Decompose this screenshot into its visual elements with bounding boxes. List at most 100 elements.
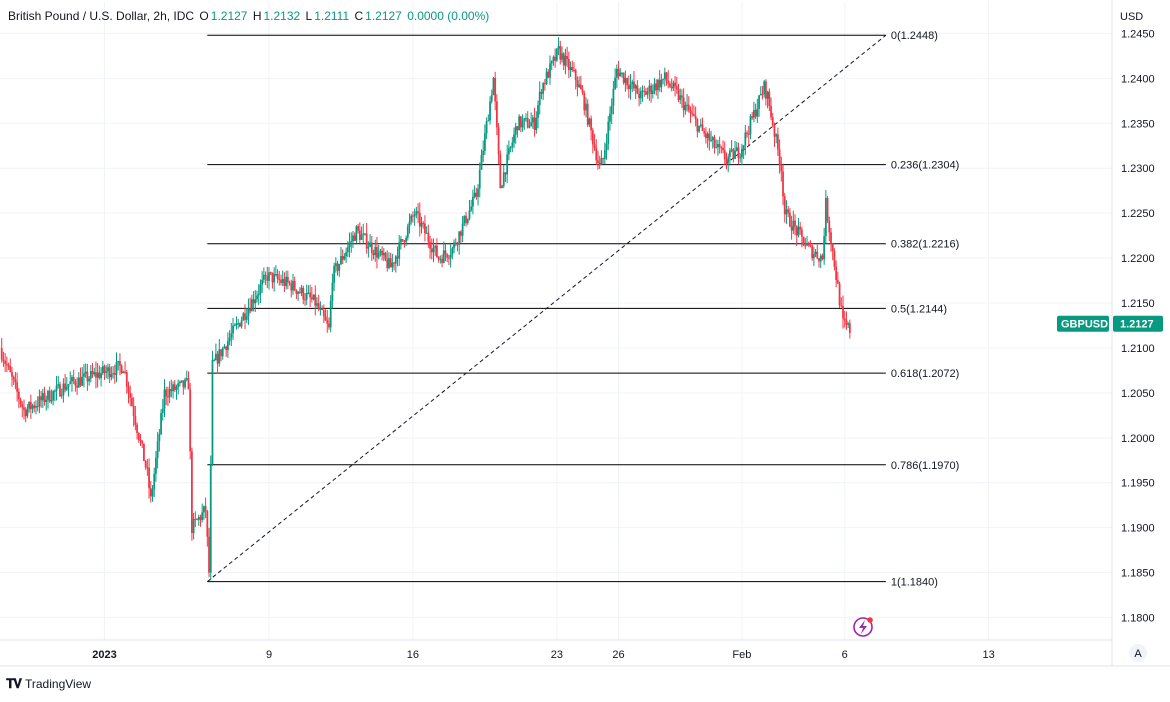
price-tick-label: 1.2150 xyxy=(1121,298,1155,310)
auto-scale-label: A xyxy=(1134,648,1142,660)
candle-body xyxy=(223,346,226,349)
candle-body xyxy=(651,90,654,95)
candle-body xyxy=(384,252,387,260)
candle-body xyxy=(274,274,277,276)
candle-body xyxy=(576,80,579,87)
candle-body xyxy=(744,132,747,146)
candle-body xyxy=(394,256,397,264)
candle-body xyxy=(158,434,161,442)
notification-dot-icon xyxy=(867,617,873,623)
price-tick-label: 1.2450 xyxy=(1121,28,1155,40)
candle-body xyxy=(424,223,426,234)
candle-body xyxy=(146,467,149,469)
candle-body xyxy=(333,266,336,283)
candle-body xyxy=(691,113,694,115)
candle-body xyxy=(473,192,476,197)
candle-body xyxy=(602,158,605,160)
candle-body xyxy=(775,134,778,137)
candle-body xyxy=(91,371,94,375)
candle-body xyxy=(430,248,433,253)
candle-body xyxy=(19,399,22,405)
lightning-icon[interactable] xyxy=(853,617,873,637)
candle-body xyxy=(610,105,613,114)
time-tick-label: Feb xyxy=(732,649,751,661)
candle-body xyxy=(312,294,315,300)
candle-body xyxy=(626,78,629,86)
candle-body xyxy=(499,154,502,189)
candle-body xyxy=(141,440,144,444)
candle-body xyxy=(658,79,661,88)
candle-body xyxy=(117,361,120,363)
candle-body xyxy=(537,105,539,118)
candle-body xyxy=(816,251,819,259)
candle-body xyxy=(471,196,474,207)
branding[interactable]: 𝐓𝐕 TradingView xyxy=(6,676,91,692)
candle-body xyxy=(83,373,85,377)
candle-body xyxy=(795,226,798,236)
candle-body xyxy=(86,371,89,382)
candle-body xyxy=(746,132,748,134)
candle-body xyxy=(163,389,166,409)
candle-body xyxy=(530,122,533,127)
candle-body xyxy=(776,134,779,150)
candle-body xyxy=(369,242,371,247)
candle-body xyxy=(388,258,390,269)
candle-body xyxy=(663,72,666,79)
candle-body xyxy=(519,116,522,128)
candle-body xyxy=(737,147,740,159)
candle-body xyxy=(787,209,790,213)
candle-body xyxy=(345,252,348,257)
candle-body xyxy=(686,104,688,106)
candle-body xyxy=(108,367,111,378)
candle-body xyxy=(72,377,75,382)
candle-body xyxy=(771,117,774,126)
candle-body xyxy=(847,323,850,325)
candle-body xyxy=(379,250,382,253)
candle-body xyxy=(302,287,305,300)
candle-body xyxy=(262,274,265,280)
candle-body xyxy=(470,206,473,211)
candle-body xyxy=(16,382,19,392)
candle-body xyxy=(593,144,596,148)
candle-body xyxy=(218,349,221,364)
candle-body xyxy=(509,146,512,149)
candle-body xyxy=(175,387,178,390)
candle-body xyxy=(189,389,192,452)
candle-body xyxy=(701,124,704,131)
candle-body xyxy=(26,408,29,417)
candle-body xyxy=(504,172,507,175)
candle-body xyxy=(555,48,558,61)
candle-body xyxy=(47,390,49,400)
candle-body xyxy=(4,361,7,364)
candle-body xyxy=(453,242,455,249)
fib-level-label: 0.786(1.1970) xyxy=(891,460,960,472)
candle-body xyxy=(107,367,109,372)
candle-body xyxy=(415,211,418,215)
candle-body xyxy=(843,318,846,321)
candle-body xyxy=(131,397,133,406)
candle-body xyxy=(579,84,582,90)
auto-scale-button[interactable] xyxy=(1129,644,1147,662)
candle-body xyxy=(675,86,678,90)
candle-body xyxy=(100,373,102,379)
candle-body xyxy=(766,91,769,99)
candle-body xyxy=(136,424,138,433)
candle-body xyxy=(643,90,646,92)
candle-body xyxy=(252,299,255,304)
candle-body xyxy=(538,91,541,106)
candle-body xyxy=(573,70,575,72)
symbol-title[interactable]: British Pound / U.S. Dollar, 2h, IDC xyxy=(8,9,195,23)
candle-body xyxy=(360,234,363,240)
candle-body xyxy=(436,245,438,257)
candle-body xyxy=(478,169,481,189)
candle-body xyxy=(11,371,13,377)
candle-body xyxy=(300,287,303,293)
candle-body xyxy=(485,121,488,134)
candle-body xyxy=(525,117,527,119)
candle-body xyxy=(247,308,250,317)
candle-body xyxy=(52,391,55,401)
candle-body xyxy=(800,229,803,237)
candle-body xyxy=(310,297,313,300)
